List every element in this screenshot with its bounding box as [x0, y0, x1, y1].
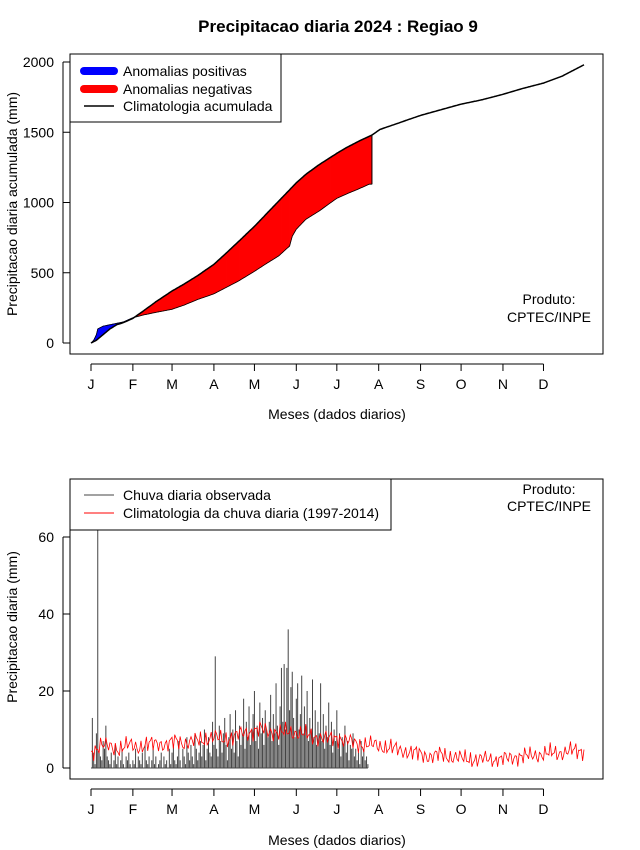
bottom-ytick-label: 40 — [38, 606, 54, 622]
bottom-xtick-label: D — [538, 801, 548, 817]
bottom-xtick-label: A — [209, 801, 219, 817]
bottom-xtick-label: F — [129, 801, 138, 817]
top-xtick-label: M — [166, 376, 178, 392]
bottom-xtick-label: N — [498, 801, 508, 817]
top-annotation-cptec: CPTEC/INPE — [507, 309, 591, 325]
top-xtick-label: J — [88, 376, 95, 392]
top-xtick-label: O — [456, 376, 467, 392]
legend-label-observed: Chuva diaria observada — [123, 487, 271, 503]
top-xtick-label: J — [293, 376, 300, 392]
top-ytick-label: 2000 — [23, 54, 54, 70]
top-xtick-label: D — [538, 376, 548, 392]
top-plot-frame — [69, 53, 604, 355]
top-xtick-label: F — [129, 376, 138, 392]
climatology-accumulated-line — [90, 64, 585, 344]
bottom-y-axis: 0 20 40 60 — [38, 529, 70, 776]
top-ytick-label: 1500 — [23, 124, 54, 140]
legend-label-climatology: Climatologia acumulada — [123, 98, 273, 114]
legend-label-daily-climatology: Climatologia da chuva diaria (1997-2014) — [123, 505, 379, 521]
bottom-xtick-label: J — [333, 801, 340, 817]
bottom-ytick-label: 20 — [38, 683, 54, 699]
top-x-axis-label: Meses (dados diarios) — [268, 406, 406, 422]
top-ytick-label: 0 — [46, 335, 54, 351]
chart-title: Precipitacao diaria 2024 : Regiao 9 — [198, 17, 478, 36]
bottom-annotation-cptec: CPTEC/INPE — [507, 498, 591, 514]
bottom-xtick-label: J — [293, 801, 300, 817]
top-plot-area — [90, 64, 585, 344]
bottom-legend-box — [69, 478, 392, 531]
top-legend: Anomalias positivas Anomalias negativas … — [69, 53, 282, 123]
top-y-axis-label: Precipitacao diaria acumulada (mm) — [4, 92, 20, 316]
bottom-xtick-label: M — [249, 801, 261, 817]
legend-label-negative: Anomalias negativas — [123, 81, 252, 97]
top-xtick-label: A — [374, 376, 384, 392]
legend-label-positive: Anomalias positivas — [123, 63, 247, 79]
bottom-panel: 0 20 40 60 J F M A M J J A S O N D Precipitacao diaria… — [4, 478, 604, 848]
top-xtick-label: S — [416, 376, 425, 392]
bottom-xtick-label: S — [416, 801, 425, 817]
bottom-ytick-label: 0 — [46, 760, 54, 776]
top-xtick-label: N — [498, 376, 508, 392]
top-panel: 0 500 1000 1500 2000 J F M A M J J A S O N D Precipitac… — [4, 53, 604, 422]
bottom-x-axis-label: Meses (dados diarios) — [268, 832, 406, 848]
observed-accumulated-line — [90, 183, 372, 344]
top-ytick-label: 1000 — [23, 195, 54, 211]
bottom-annotation-produto: Produto: — [523, 481, 576, 497]
bottom-xtick-label: O — [456, 801, 467, 817]
top-xtick-label: M — [249, 376, 261, 392]
bottom-xtick-label: A — [374, 801, 384, 817]
top-y-axis: 0 500 1000 1500 2000 — [23, 54, 70, 351]
top-xtick-label: A — [209, 376, 219, 392]
bottom-xtick-label: M — [166, 801, 178, 817]
bottom-xtick-label: J — [88, 801, 95, 817]
bottom-ytick-label: 60 — [38, 529, 54, 545]
climatology-daily-line — [90, 721, 585, 767]
bottom-legend: Chuva diaria observada Climatologia da c… — [69, 478, 392, 531]
top-ytick-label: 500 — [31, 265, 55, 281]
top-annotation-produto: Produto: — [523, 291, 576, 307]
top-xtick-label: J — [333, 376, 340, 392]
bottom-y-axis-label: Precipitacao diaria (mm) — [4, 551, 20, 703]
bottom-plot-area — [90, 529, 585, 769]
